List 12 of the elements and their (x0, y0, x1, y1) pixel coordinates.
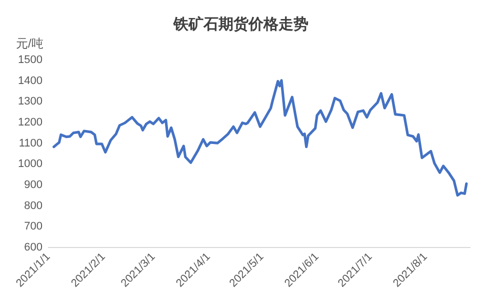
y-tick-label: 900 (24, 178, 42, 191)
y-tick-label: 1400 (18, 74, 42, 87)
chart-title: 铁矿石期货价格走势 (172, 15, 308, 34)
y-tick-label: 1100 (18, 137, 42, 150)
y-tick-label: 600 (24, 241, 42, 254)
y-tick-label: 1500 (18, 54, 42, 66)
y-tick-label: 1000 (18, 158, 42, 170)
y-tick-label: 800 (24, 200, 42, 212)
y-tick-label: 1300 (18, 96, 42, 108)
y-tick-label: 700 (24, 220, 42, 233)
y-tick-label: 1200 (18, 116, 42, 128)
y-axis-title: 元/吨 (16, 36, 44, 50)
